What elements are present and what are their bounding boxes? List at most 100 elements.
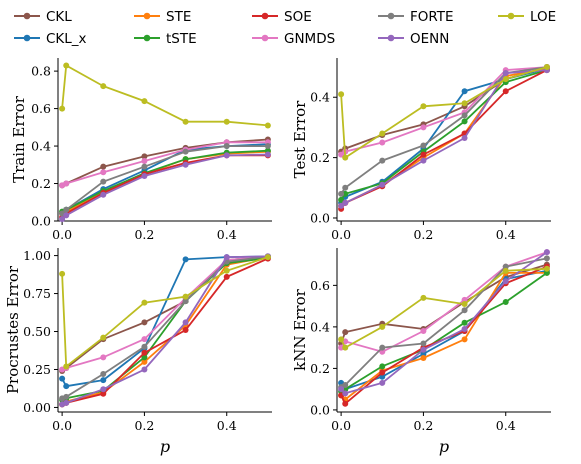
data-point <box>543 265 550 272</box>
y-axis-label: kNN Error <box>291 288 309 370</box>
data-point <box>100 390 107 397</box>
data-point <box>420 124 427 131</box>
data-point <box>543 64 550 71</box>
data-point <box>502 70 509 77</box>
data-point <box>420 103 427 110</box>
data-point <box>543 249 550 256</box>
series-line <box>61 153 268 220</box>
legend-swatch-marker <box>387 12 395 20</box>
data-point <box>420 157 427 164</box>
data-point <box>461 325 468 332</box>
legend-swatch-marker <box>23 12 31 20</box>
x-axis-label: p <box>160 437 170 456</box>
y-tick-label: 0.0 <box>310 210 330 225</box>
data-point <box>100 354 107 361</box>
data-point <box>379 130 386 137</box>
data-point <box>342 390 349 397</box>
data-point <box>338 344 345 351</box>
legend-item-loe: LOE <box>498 9 556 25</box>
data-point <box>182 293 189 300</box>
x-tick-label: 0.0 <box>331 227 351 242</box>
data-point <box>502 88 509 95</box>
data-point <box>141 98 148 105</box>
y-tick-label: 0.4 <box>310 319 330 334</box>
data-point <box>223 152 230 159</box>
data-point <box>141 343 148 350</box>
series-loe <box>338 265 550 351</box>
data-point <box>420 151 427 158</box>
data-point <box>461 112 468 119</box>
data-point <box>502 76 509 83</box>
legend-item-gnmds: GNMDS <box>252 31 335 47</box>
data-point <box>264 122 271 129</box>
data-point <box>379 373 386 380</box>
data-point <box>100 371 107 378</box>
data-point <box>420 355 427 362</box>
data-point <box>502 298 509 305</box>
series-forte <box>338 255 550 391</box>
x-axis-label: p <box>439 437 449 456</box>
data-point <box>461 118 468 125</box>
data-point <box>502 267 509 274</box>
y-axis-label: Train Error <box>10 95 28 183</box>
data-point <box>543 255 550 262</box>
data-point <box>141 163 148 170</box>
data-point <box>420 328 427 335</box>
x-tick-label: 0.0 <box>52 418 72 433</box>
data-point <box>63 62 70 69</box>
data-point <box>461 88 468 95</box>
series-line <box>340 269 548 391</box>
series-line <box>61 141 268 187</box>
legend-label: CKL_x <box>46 31 87 47</box>
legend-label: SOE <box>284 9 312 25</box>
legend-item-ste: STE <box>134 9 191 25</box>
data-point <box>100 163 107 170</box>
data-point <box>420 142 427 149</box>
series-line <box>61 255 268 372</box>
data-point <box>182 148 189 155</box>
data-point <box>141 158 148 165</box>
series-line <box>61 64 268 127</box>
legend-item-tste: tSTE <box>134 31 197 47</box>
series-forte <box>59 143 271 217</box>
legend-item-forte: FORTE <box>378 9 454 25</box>
data-point <box>342 400 349 407</box>
data-point <box>338 151 345 158</box>
x-tick-label: 0.2 <box>413 418 433 433</box>
data-point <box>100 169 107 176</box>
x-tick-label: 0.4 <box>217 227 237 242</box>
series-ckl <box>59 136 271 189</box>
data-point <box>63 383 70 390</box>
data-point <box>461 100 468 107</box>
series-ckl-x <box>59 253 271 390</box>
data-point <box>141 319 148 326</box>
data-point <box>420 294 427 301</box>
legend-swatch-marker <box>23 34 31 42</box>
y-tick-label: 0.4 <box>31 139 51 154</box>
data-point <box>264 151 271 158</box>
legend-label: LOE <box>530 9 556 25</box>
series-ste <box>59 254 271 408</box>
x-tick-label: 0.2 <box>134 418 154 433</box>
series-loe <box>59 62 271 129</box>
data-point <box>100 377 107 384</box>
data-point <box>342 344 349 351</box>
data-point <box>100 83 107 90</box>
y-axis-label: Test Error <box>291 100 309 179</box>
y-tick-label: 0.2 <box>310 150 330 165</box>
data-point <box>264 254 271 261</box>
data-point <box>420 340 427 347</box>
data-point <box>63 212 70 219</box>
data-point <box>182 118 189 125</box>
data-point <box>59 375 66 382</box>
data-point <box>59 105 66 112</box>
data-point <box>338 91 345 98</box>
data-point <box>63 393 70 400</box>
x-tick-label: 0.4 <box>496 418 516 433</box>
series-line <box>340 69 548 201</box>
data-point <box>543 269 550 276</box>
